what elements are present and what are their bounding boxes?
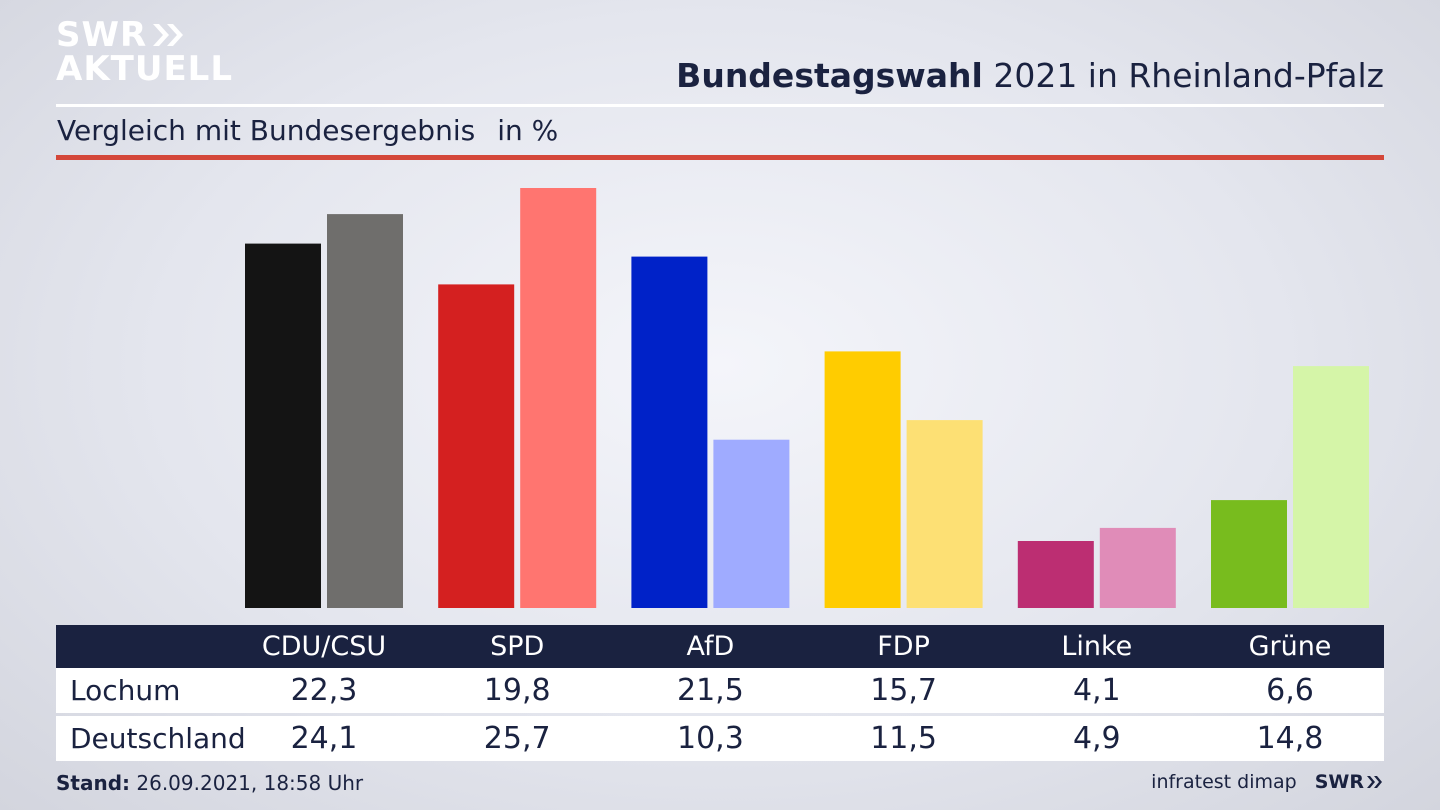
data-label: 25,7 [483,721,551,756]
category-label: CDU/CSU [261,631,387,662]
bar-fdp-lochum [824,351,901,608]
title-divider [56,104,1384,107]
bar-fdp-deutschland [906,420,983,608]
chart-subtitle: Vergleich mit Bundesergebnis in % [57,114,558,147]
table-row: Deutschland 24,1 25,7 10,3 11,5 4,9 14,8 [56,716,1384,761]
data-label: 24,1 [290,721,358,756]
double-chevron-icon [1367,776,1382,788]
subtitle-divider [56,155,1384,160]
source-label: infratest dimap [1151,771,1297,793]
title-bold: Bundestagswahl [676,56,983,95]
data-label: 4,9 [1072,721,1121,756]
data-label: 6,6 [1266,673,1314,708]
subtitle-text: Vergleich mit Bundesergebnis [57,114,476,147]
bar-chart [245,188,1369,608]
bar-spd-lochum [438,284,515,608]
results-table: CDU/CSU SPD AfD FDP Linke Grüne Lochum 22,3 19… [56,625,1384,761]
bar-gr-ne-deutschland [1293,366,1369,608]
category-label: Linke [1061,631,1133,662]
category-label: Grüne [1248,631,1332,662]
category-label: AfD [686,631,735,662]
bar-linke-lochum [1017,541,1094,608]
data-label: 11,5 [870,721,937,756]
logo-text-swr: SWR [56,15,148,55]
source-credit: infratest dimap SWR [1151,771,1384,793]
data-label: 21,5 [676,673,744,708]
data-label: 10,3 [676,721,744,756]
logo-text-aktuell: AKTUELL [56,49,234,89]
data-label: 19,8 [483,673,551,708]
table-header: CDU/CSU SPD AfD FDP Linke Grüne [56,625,1384,668]
bar-spd-deutschland [520,188,597,608]
table-row: Lochum 22,3 19,8 21,5 15,7 4,1 6,6 [56,668,1384,713]
timestamp: Stand: 26.09.2021, 18:58 Uhr [56,771,363,795]
stand-label: Stand: [56,771,131,795]
unit-label: in % [497,114,559,147]
bar-linke-deutschland [1099,527,1176,608]
row-label-deutschland: Deutschland [70,722,246,755]
swr-footer-logo: SWR [1315,771,1384,793]
bar-afd-deutschland [713,439,790,608]
bar-gr-ne-lochum [1211,500,1287,608]
category-label: SPD [490,631,545,662]
data-label: 4,1 [1072,673,1121,708]
double-chevron-icon [151,22,185,48]
data-label: 14,8 [1256,721,1324,756]
bar-cdu-csu-lochum [245,243,321,608]
category-label: FDP [877,631,930,662]
stand-value: 26.09.2021, 18:58 Uhr [136,771,364,795]
data-label: 15,7 [870,673,937,708]
row-label-lochum: Lochum [70,674,181,707]
swr-footer-text: SWR [1314,771,1364,793]
bar-afd-lochum [631,256,708,608]
swr-aktuell-logo: SWR AKTUELL [56,18,233,86]
title-rest: 2021 in Rheinland-Pfalz [993,56,1384,95]
bar-cdu-csu-deutschland [327,214,403,608]
data-label: 22,3 [290,673,358,708]
page-title: Bundestagswahl 2021 in Rheinland-Pfalz [676,56,1384,95]
